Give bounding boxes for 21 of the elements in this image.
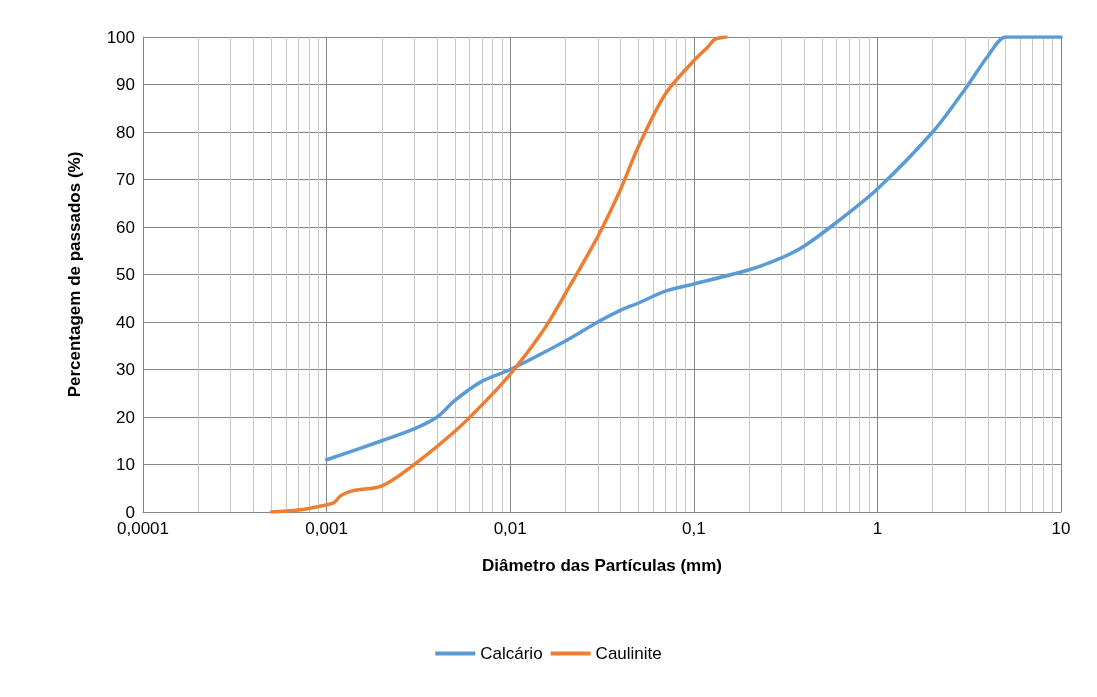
legend-label: Calcário xyxy=(480,644,543,663)
x-tick-label: 0,01 xyxy=(493,519,527,538)
y-tick-label: 50 xyxy=(116,265,135,284)
y-tick-label: 60 xyxy=(116,217,135,237)
x-axis-title: Diâmetro das Partículas (mm) xyxy=(482,556,722,575)
y-axis-title: Percentagem de passados (%) xyxy=(65,151,84,398)
y-tick-label: 90 xyxy=(116,75,135,94)
legend-label: Caulinite xyxy=(595,644,662,663)
y-tick-label: 20 xyxy=(116,407,135,427)
x-tick-label: 10 xyxy=(1051,519,1071,538)
x-tick-label: 0,001 xyxy=(305,519,348,538)
y-tick-label: 70 xyxy=(116,170,135,189)
y-tick-label: 40 xyxy=(116,312,135,332)
y-tick-label: 0 xyxy=(125,502,135,522)
x-tick-label: 0,1 xyxy=(681,519,706,538)
x-tick-label: 1 xyxy=(872,519,883,538)
y-tick-label: 80 xyxy=(116,122,135,142)
x-tick-label: 0,0001 xyxy=(117,519,169,538)
y-tick-label: 10 xyxy=(116,455,135,474)
y-tick-label: 30 xyxy=(116,360,135,379)
y-tick-label: 100 xyxy=(106,27,135,47)
